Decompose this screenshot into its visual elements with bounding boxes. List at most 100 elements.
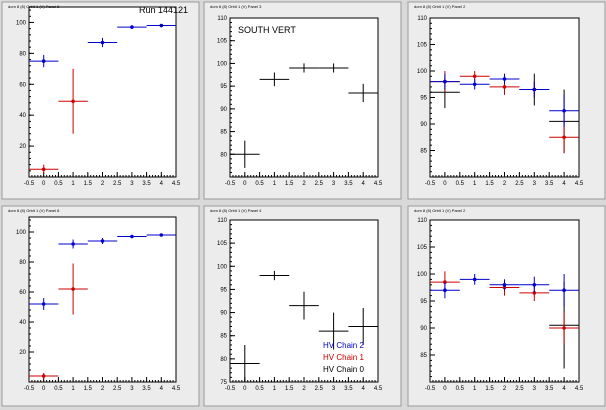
legend-entry: HV Chain 1 [323, 353, 364, 362]
run-label: Run 144121 [139, 5, 188, 15]
plot-area [229, 17, 379, 178]
data-point [532, 291, 537, 295]
y-tick-label: 20 [19, 350, 26, 356]
data-point [41, 59, 46, 63]
y-tick-label: 60 [19, 290, 26, 296]
x-tick-label: 4.5 [575, 386, 584, 392]
y-tick-label: 95 [220, 84, 227, 90]
data-point [502, 77, 507, 81]
x-tick-label: 0 [243, 386, 247, 392]
y-tick-label: 40 [19, 320, 26, 326]
x-tick-label: 2.5 [315, 386, 324, 392]
y-tick-label: 100 [217, 61, 228, 67]
series-1 [230, 63, 378, 168]
data-point [130, 25, 134, 29]
x-tick-label: 2 [101, 386, 105, 392]
x-tick-label: 3.5 [344, 181, 353, 187]
panel-title: dom 8 (8) Orbit 1 (V) Panel 2 [414, 4, 466, 9]
x-tick-label: 2 [302, 181, 306, 187]
x-tick-label: 2 [302, 386, 306, 392]
series-1 [29, 233, 176, 310]
x-tick-label: 4 [562, 386, 566, 392]
x-tick-label: 1.5 [84, 386, 93, 392]
x-tick-label: 2 [101, 181, 105, 187]
x-tick-label: 3.5 [142, 181, 151, 187]
x-tick-label: 3 [130, 386, 134, 392]
y-tick-label: 95 [220, 287, 227, 293]
x-tick-label: 4.5 [172, 386, 181, 392]
series-1 [29, 23, 176, 68]
panel-title: dom 8 (8) Orbit 1 (V) Panel 3 [210, 4, 262, 9]
x-tick-label: -0.5 [425, 386, 436, 392]
y-tick-label: 80 [220, 152, 227, 158]
panel-6: dom 8 (8) Orbit 1 (V) Panel 2 -0.5 0 0.5 1 1.… [407, 205, 606, 407]
panel-5: dom 8 (8) Orbit 1 (V) Panel 4 -0.5 0 0.5 1 1.… [203, 205, 402, 407]
y-tick-label: 40 [19, 113, 26, 119]
x-tick-label: 1 [71, 181, 75, 187]
panel-4: dom 8 (8) Orbit 1 (V) Panel 8 -0.5 0 0.5 1 1.… [1, 205, 200, 407]
x-tick-label: -0.5 [225, 386, 236, 392]
x-tick-label: 2.5 [515, 181, 524, 187]
y-tick-label: 95 [420, 299, 427, 305]
x-tick-label: 3 [332, 386, 336, 392]
y-tick-label: 100 [217, 264, 228, 270]
series-3 [430, 73, 579, 127]
y-tick-label: 80 [19, 260, 26, 266]
y-tick-label: 20 [19, 144, 26, 150]
y-tick-label: 100 [16, 20, 27, 26]
x-tick-label: 4 [362, 181, 366, 187]
x-tick-label: 0 [243, 181, 247, 187]
y-tick-label: 105 [417, 245, 428, 251]
y-tick-label: 90 [420, 122, 427, 128]
data-point [41, 302, 46, 306]
series-2 [29, 263, 88, 379]
data-point [443, 79, 447, 84]
x-tick-label: 2 [503, 386, 507, 392]
y-tick-label: 100 [417, 69, 428, 75]
x-tick-label: 0 [443, 181, 447, 187]
data-point [41, 167, 46, 172]
y-tick-label: 105 [417, 43, 428, 49]
data-point [130, 234, 134, 239]
x-tick-label: 1.5 [285, 181, 294, 187]
x-tick-label: 0.5 [54, 181, 63, 187]
plot-area [429, 219, 580, 383]
data-point [562, 326, 566, 330]
x-tick-label: 3 [533, 181, 537, 187]
y-tick-label: 90 [220, 107, 227, 113]
x-tick-label: 1 [273, 181, 277, 187]
x-tick-label: 0.5 [456, 386, 465, 392]
data-point [472, 277, 477, 282]
y-tick-label: 90 [420, 326, 427, 332]
x-tick-label: 2.5 [113, 181, 122, 187]
y-tick-label: 85 [420, 353, 427, 359]
x-tick-label: 4.5 [172, 181, 181, 187]
y-tick-label: 100 [417, 272, 428, 278]
panel-title: dom 8 (8) Orbit 1 (V) Panel 8 [8, 4, 60, 9]
y-tick-label: 80 [19, 51, 26, 57]
x-tick-label: 4.5 [374, 181, 383, 187]
x-tick-label: 2.5 [315, 181, 324, 187]
y-tick-label: 100 [16, 230, 27, 236]
y-tick-label: 110 [417, 16, 427, 22]
panel-3: dom 8 (8) Orbit 1 (V) Panel 2 -0.5 0 0.5 1 1.… [407, 1, 606, 200]
x-tick-label: 0.5 [456, 181, 465, 187]
x-tick-label: 1 [473, 386, 477, 392]
x-tick-label: 0.5 [54, 386, 63, 392]
y-tick-label: 85 [220, 130, 227, 136]
annotation-label: SOUTH VERT [238, 25, 296, 35]
series-2 [29, 68, 88, 174]
data-point [159, 233, 164, 237]
data-point [562, 288, 566, 293]
x-tick-label: 3 [533, 386, 537, 392]
y-tick-label: 75 [220, 380, 227, 386]
y-tick-label: 85 [420, 149, 427, 155]
y-tick-label: 110 [217, 16, 227, 22]
data-point [502, 283, 507, 287]
x-tick-label: -0.5 [24, 386, 35, 392]
data-point [100, 239, 105, 243]
x-tick-label: 2.5 [113, 386, 122, 392]
data-point [472, 82, 477, 87]
x-tick-label: 0 [42, 181, 46, 187]
